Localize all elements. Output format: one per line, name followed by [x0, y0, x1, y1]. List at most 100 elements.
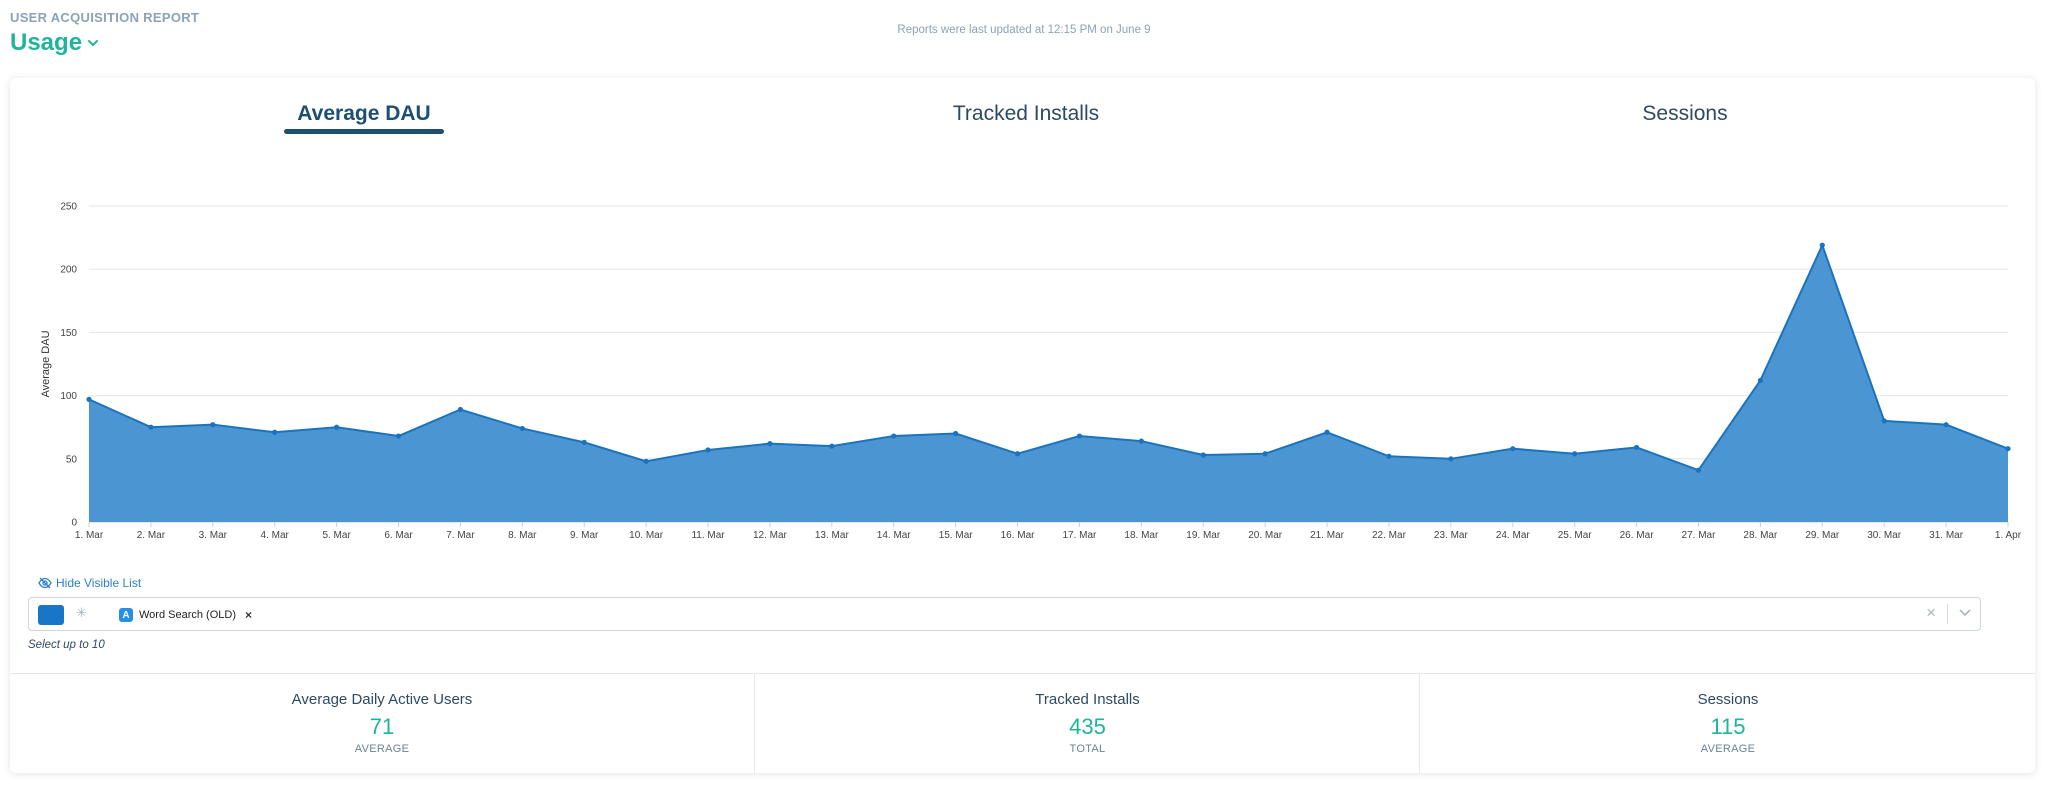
data-point	[767, 441, 773, 447]
data-point	[1510, 446, 1516, 452]
data-point	[705, 447, 711, 453]
x-tick-label: 5. Mar	[322, 530, 351, 541]
last-updated-text: Reports were last updated at 12:15 PM on…	[897, 24, 1151, 36]
data-point	[1448, 456, 1454, 462]
data-point	[1138, 438, 1144, 444]
x-tick-label: 26. Mar	[1620, 530, 1655, 541]
x-tick-label: 28. Mar	[1743, 530, 1778, 541]
x-tick-label: 17. Mar	[1062, 530, 1097, 541]
chevron-down-icon[interactable]	[86, 36, 100, 50]
data-point	[643, 458, 649, 464]
selection-hint: Select up to 10	[28, 639, 105, 651]
data-point	[148, 424, 154, 430]
x-tick-label: 2. Mar	[137, 530, 166, 541]
x-tick-label: 20. Mar	[1248, 530, 1283, 541]
x-tick-label: 6. Mar	[384, 530, 413, 541]
data-point	[272, 429, 278, 435]
hide-visible-list-button[interactable]: Hide Visible List	[38, 576, 141, 590]
x-tick-label: 14. Mar	[877, 530, 912, 541]
clear-selection-icon[interactable]: ×	[1926, 603, 1936, 622]
x-tick-label: 30. Mar	[1867, 530, 1902, 541]
y-tick-label: 250	[60, 202, 77, 213]
select-divider	[1947, 604, 1948, 624]
stat-label: Sessions	[1697, 691, 1759, 708]
report-selector[interactable]: Usage	[10, 29, 199, 57]
stat-value: 71	[369, 714, 395, 739]
chevron-down-icon[interactable]	[1958, 608, 1972, 618]
x-tick-label: 24. Mar	[1496, 530, 1531, 541]
series-color-swatch[interactable]	[38, 605, 64, 625]
remove-chip-icon[interactable]: ×	[245, 608, 253, 622]
data-point	[1014, 451, 1021, 457]
data-point	[519, 425, 525, 432]
data-point	[210, 422, 216, 428]
series-line	[88, 242, 2009, 472]
data-point	[1262, 451, 1268, 457]
x-tick-label: 15. Mar	[939, 530, 974, 541]
x-tick-label: 11. Mar	[691, 530, 725, 541]
data-point	[1572, 451, 1578, 457]
app-store-icon: A	[119, 608, 133, 622]
tab-tracked-installs[interactable]: Tracked Installs	[952, 102, 1100, 125]
report-kicker: USER ACQUISITION REPORT	[10, 10, 200, 25]
x-tick-label: 22. Mar	[1372, 530, 1407, 541]
data-point	[86, 396, 92, 402]
x-tick-label: 23. Mar	[1434, 530, 1469, 541]
x-tick-label: 8. Mar	[508, 530, 537, 541]
stats-divider	[10, 673, 2035, 674]
stat-average-dau: Average Daily Active Users 71 AVERAGE	[10, 674, 754, 773]
x-tick-label: 19. Mar	[1186, 530, 1221, 541]
data-point	[1819, 242, 1825, 248]
y-tick-label: 0	[71, 518, 77, 529]
data-point	[457, 406, 464, 413]
stat-tracked-installs: Tracked Installs 435 TOTAL	[754, 674, 1420, 773]
active-tab-indicator	[284, 129, 444, 134]
x-tick-label: 18. Mar	[1124, 530, 1159, 541]
y-axis-title: Average DAU	[40, 330, 52, 397]
hide-visible-list-label[interactable]: Hide Visible List	[56, 576, 142, 590]
data-point	[1200, 452, 1206, 458]
data-point	[2005, 446, 2011, 452]
selected-app-chip[interactable]: A Word Search (OLD) ×	[119, 605, 252, 625]
stat-label: Average Daily Active Users	[291, 691, 473, 708]
stat-value: 115	[1710, 714, 1746, 739]
y-tick-label: 150	[60, 328, 77, 339]
data-point	[891, 433, 897, 439]
stat-sublabel: AVERAGE	[1700, 743, 1756, 755]
x-tick-label: 13. Mar	[815, 530, 850, 541]
x-tick-label: 4. Mar	[261, 530, 290, 541]
tab-average-dau[interactable]: Average DAU	[297, 102, 431, 125]
data-point	[395, 433, 402, 439]
data-point	[1881, 418, 1887, 424]
data-point	[1076, 433, 1083, 439]
report-card: Average DAU Tracked Installs Sessions 0 5…	[10, 78, 2035, 773]
stat-sublabel: TOTAL	[1069, 743, 1106, 755]
stat-label: Tracked Installs	[1035, 691, 1140, 708]
report-title[interactable]: Usage	[10, 29, 83, 56]
data-point	[829, 443, 835, 449]
eye-off-icon	[38, 577, 52, 589]
x-tick-label: 1. Apr	[1995, 530, 2022, 541]
y-tick-label: 50	[66, 454, 78, 465]
x-tick-label: 7. Mar	[446, 530, 475, 541]
y-tick-label: 200	[60, 265, 77, 276]
stat-value: 435	[1069, 714, 1106, 739]
x-tick-label: 29. Mar	[1805, 530, 1840, 541]
y-tick-label: 100	[60, 391, 77, 402]
x-tick-label: 12. Mar	[753, 530, 788, 541]
data-point	[1324, 429, 1330, 435]
data-point	[581, 439, 587, 445]
x-tick-label: 25. Mar	[1558, 530, 1593, 541]
selected-app-label: Word Search (OLD)	[139, 609, 236, 621]
data-point	[334, 424, 340, 430]
stat-sessions: Sessions 115 AVERAGE	[1419, 674, 2035, 773]
tab-sessions[interactable]: Sessions	[1642, 102, 1728, 125]
x-tick-label: 10. Mar	[629, 530, 664, 541]
data-point	[1386, 453, 1392, 459]
app-multi-select[interactable]: ✳ A Word Search (OLD) × ×	[28, 597, 1981, 631]
average-dau-chart: 0 50 100 150 200 250 Average DAU 1. Mar 2. Mar 3.…	[40, 202, 2022, 542]
data-point	[1943, 422, 1949, 428]
x-tick-label: 1. Mar	[75, 530, 104, 541]
x-tick-label: 9. Mar	[570, 530, 599, 541]
x-tick-label: 3. Mar	[199, 530, 228, 541]
